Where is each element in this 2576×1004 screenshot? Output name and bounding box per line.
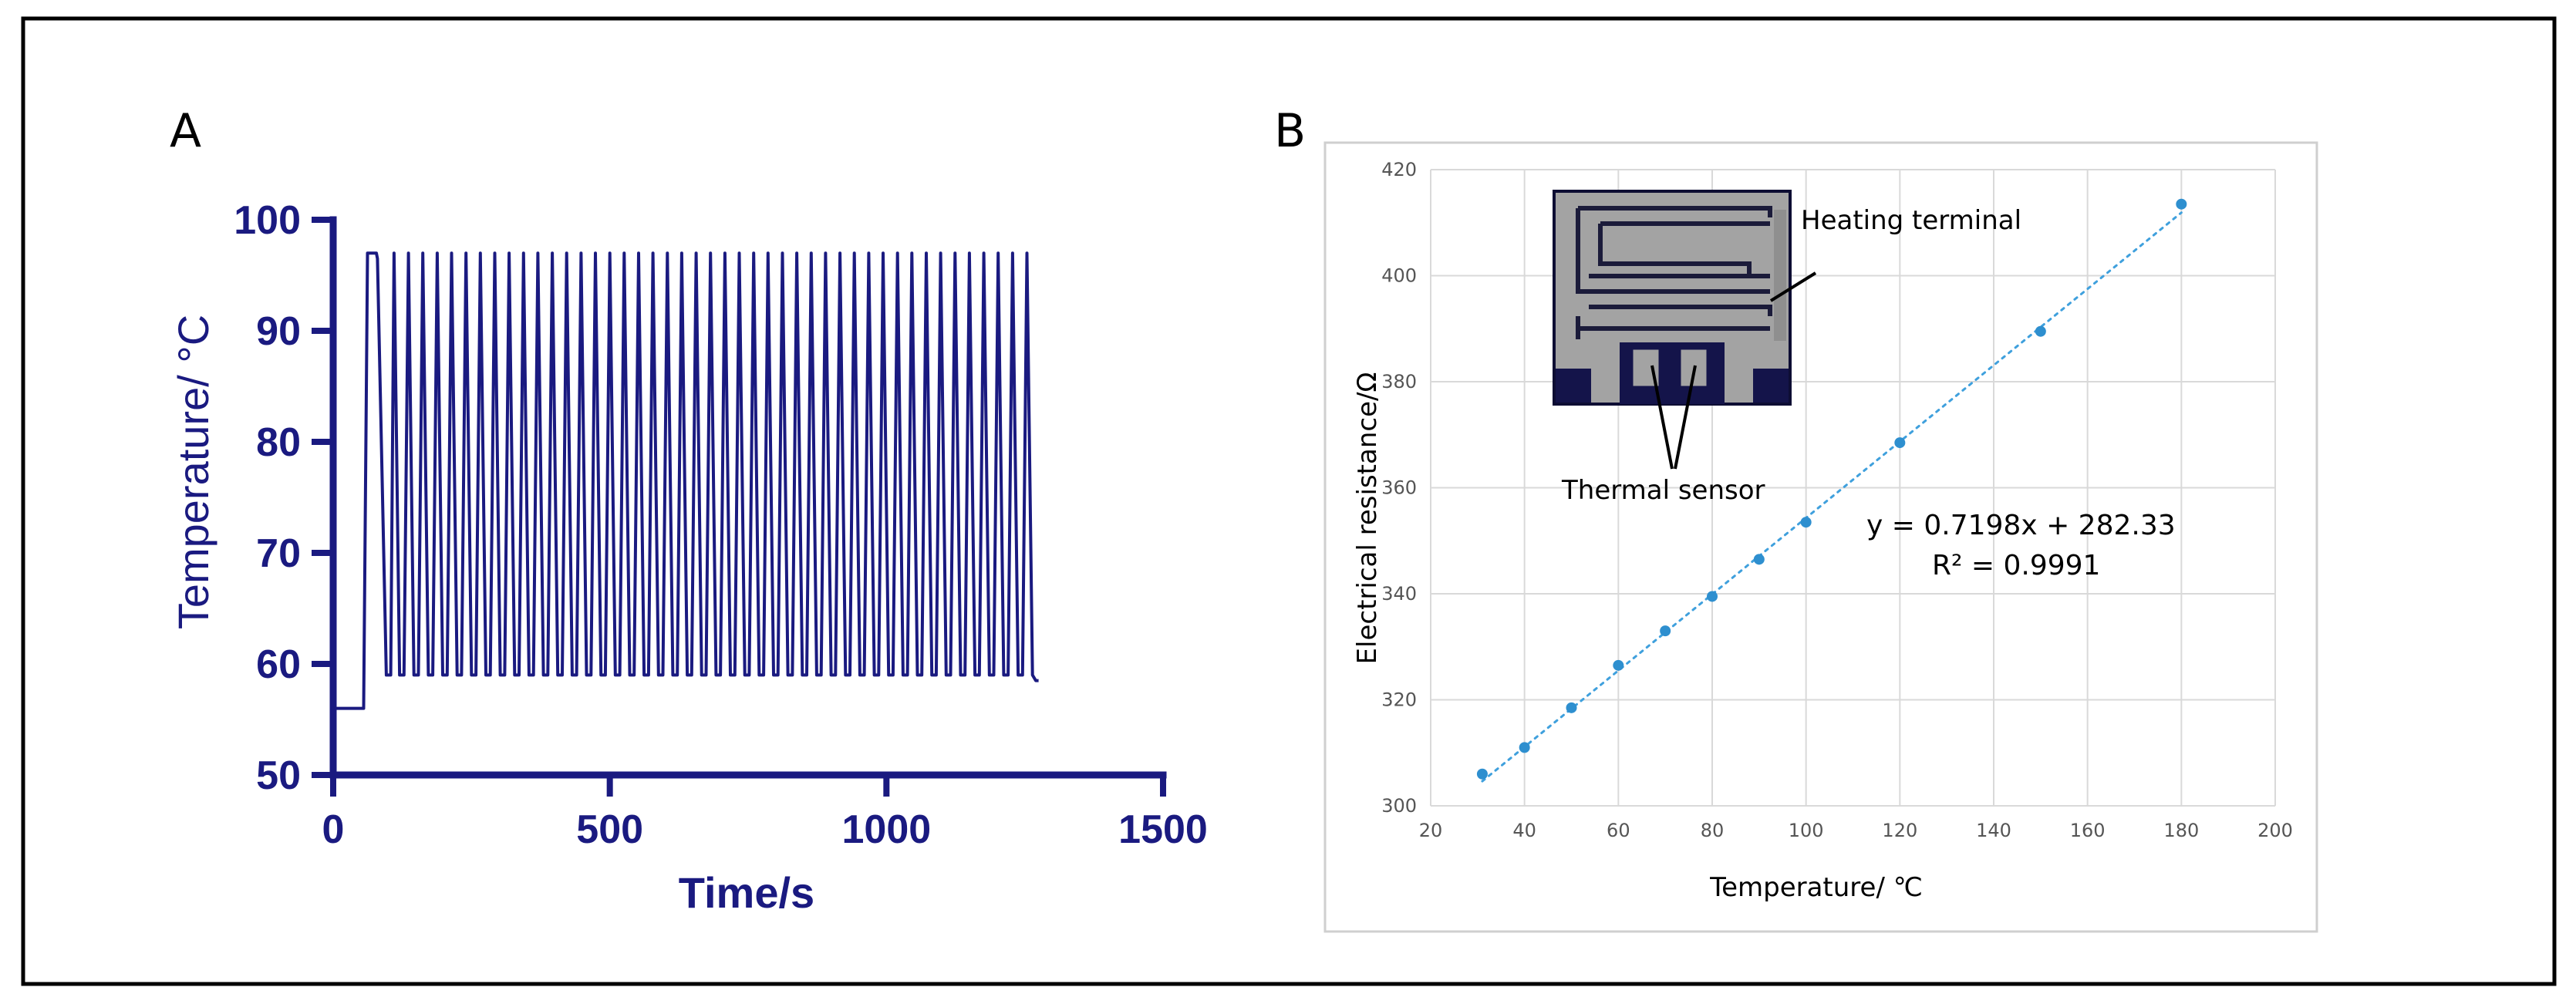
thermal-sensor-pointer-left (1650, 365, 1674, 470)
panel-b-x-tick-label: 200 (2257, 820, 2293, 841)
heater-right-edge (1774, 210, 1786, 341)
panel-a-y-tick-label: 60 (256, 642, 301, 687)
panel-b-x-axis-label: Temperature/ ℃ (1709, 872, 1923, 903)
panel-a-x-tick-label: 1000 (841, 807, 931, 852)
panel-b-data-point (1476, 768, 1488, 780)
panel-a-axes (329, 216, 1167, 779)
panel-b-data-point (1800, 517, 1812, 528)
trendline-equation: y = 0.7198x + 282.33 (1866, 510, 2176, 541)
panel-b-data-point (2176, 198, 2187, 210)
chip-left-pad (1556, 369, 1591, 403)
panel-b-trendline (1481, 211, 2183, 783)
trendline-r-squared: R² = 0.9991 (1932, 550, 2100, 581)
heater-serpentine-trace (1576, 206, 1772, 339)
panel-a-x-axis-label: Time/s (679, 868, 814, 917)
panel-b-y-tick-label: 340 (1381, 583, 1417, 605)
panel-b-trendline-group (1481, 211, 2183, 783)
panel-b-tick-labels: 300 320 340 360 380 400 420 20 40 60 80 100 120 140 16… (1381, 159, 2293, 841)
panel-b: B 300 320 340 360 380 400 420 20 40 60 80 100 120 140… (1274, 104, 2318, 933)
panel-a-label: A (170, 104, 201, 158)
panel-b-y-tick-label: 320 (1381, 689, 1417, 711)
panel-a-x-tick-label: 0 (322, 807, 345, 852)
panel-b-x-tick-label: 60 (1607, 820, 1630, 841)
panel-b-y-tick-label: 300 (1381, 795, 1417, 817)
panel-b-x-tick-label: 40 (1512, 820, 1536, 841)
panel-a-y-tick-label: 70 (256, 531, 301, 576)
panel-b-chart-border (1323, 141, 2318, 933)
figure-frame (21, 16, 2557, 986)
panel-b-x-tick-label: 160 (2070, 820, 2106, 841)
panel-b-points (1476, 198, 2187, 780)
panel-b-y-tick-label: 420 (1381, 159, 1417, 180)
panel-b-y-tick-label: 380 (1381, 371, 1417, 393)
panel-b-data-point (1566, 702, 1577, 713)
panel-a-series (333, 251, 1039, 710)
panel-b-data-point (1753, 554, 1765, 565)
panel-b-data-point (1519, 742, 1530, 753)
panel-a-y-tick-label: 100 (234, 198, 301, 243)
panel-a-y-tick-label: 90 (256, 309, 301, 354)
panel-b-gridlines (1430, 169, 2276, 807)
panel-b-x-tick-label: 140 (1976, 820, 2011, 841)
panel-a-x-tick-label: 1500 (1118, 807, 1208, 852)
panel-a-y-tick-label: 80 (256, 420, 301, 465)
thermal-sensor-pointer-right (1674, 365, 1697, 470)
panel-b-label: B (1274, 104, 1306, 158)
panel-b-x-tick-label: 180 (2163, 820, 2199, 841)
panel-b-x-tick-label: 120 (1882, 820, 1917, 841)
panel-b-data-point (1613, 659, 1624, 671)
panel-b-y-tick-label: 360 (1381, 477, 1417, 499)
panel-b-data-point (1707, 591, 1718, 602)
panel-b-y-axis-label: Electrical resistance/Ω (1352, 372, 1383, 665)
chip-inset-image (1553, 190, 1792, 406)
chip-right-pad (1753, 369, 1789, 403)
panel-b-data-point (1660, 625, 1671, 637)
panel-b-y-tick-label: 400 (1381, 265, 1417, 287)
heating-terminal-pointer (1769, 271, 1817, 302)
panel-a-y-tick-label: 50 (256, 753, 301, 798)
panel-a-x-tick-label: 500 (576, 807, 643, 852)
panel-b-data-point (2035, 325, 2046, 337)
heating-terminal-label: Heating terminal (1801, 205, 2021, 236)
panel-b-x-tick-label: 80 (1701, 820, 1725, 841)
panel-a-y-axis-label: Temperature/ °C (169, 315, 217, 629)
thermal-sensor-label: Thermal sensor (1561, 475, 1765, 506)
panel-b-data-point (1894, 437, 1906, 449)
panel-b-x-tick-label: 20 (1419, 820, 1443, 841)
panel-b-x-tick-label: 100 (1789, 820, 1824, 841)
panel-a-temperature-line (333, 251, 1039, 710)
